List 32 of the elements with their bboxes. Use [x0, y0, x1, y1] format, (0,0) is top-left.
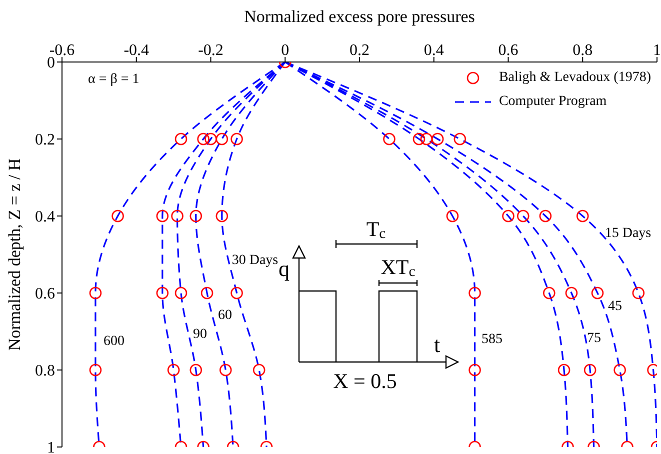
x-tick-label: 1 [653, 42, 661, 59]
annotation: 30 Days [232, 253, 278, 268]
annotation: 45 [608, 299, 622, 314]
x-axis-title: Normalized excess pore pressures [244, 7, 475, 26]
y-tick-label: 1 [47, 440, 55, 454]
y-axis-title: Normalized depth, Z = z / H [5, 158, 24, 351]
annotation: 75 [587, 331, 601, 346]
x-tick-label: 0 [281, 42, 290, 59]
annotation: 15 Days [604, 226, 652, 241]
annotation: t [434, 332, 440, 357]
annotation: 60 [218, 308, 232, 323]
annotation: 90 [193, 327, 207, 342]
x-tick-label: -0.4 [124, 42, 150, 59]
x-tick-label: 0.8 [572, 42, 593, 59]
annotation: T$_{c}$ [366, 217, 386, 242]
y-tick-label: 0.2 [35, 132, 55, 149]
x-tick-label: -0.2 [198, 42, 224, 59]
annotation: 585 [482, 332, 502, 347]
y-tick-label: 0.4 [35, 208, 55, 226]
annotation: X = 0.5 [333, 369, 397, 393]
legend-label: Computer Program [498, 93, 607, 111]
annotation: XT$_{c}$ [380, 255, 416, 280]
annotation: 600 [104, 334, 124, 349]
annotation: q [278, 256, 290, 281]
y-tick-label: 0.6 [35, 286, 55, 303]
annotation: α = β = 1 [88, 72, 140, 87]
x-tick-label: 0.4 [424, 42, 444, 59]
y-tick-label: 0.8 [35, 362, 55, 380]
x-tick-label: 0.2 [350, 42, 370, 59]
x-tick-label: 0.6 [498, 42, 518, 59]
y-tick-label: 0 [47, 54, 55, 72]
legend-label: Baligh & Levadoux (1978) [498, 69, 651, 87]
